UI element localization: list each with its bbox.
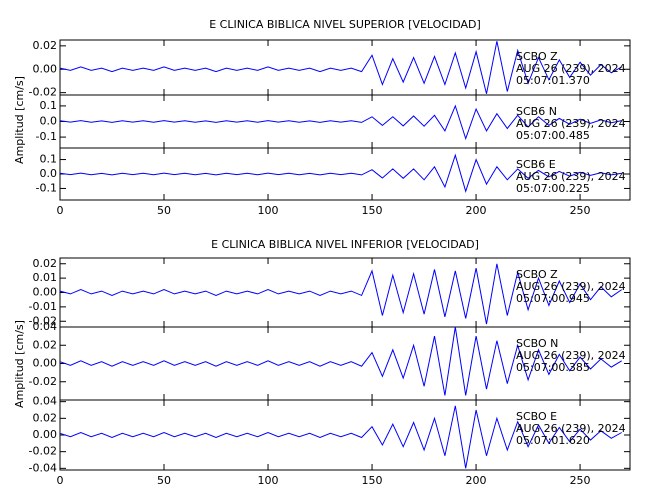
x-tick-label: 100: [258, 204, 279, 217]
trace-annotation: AUG 26 (239), 2024: [516, 280, 626, 293]
y-tick-label: -0.02: [29, 86, 57, 99]
trace-annotation: SCB6 N: [516, 105, 557, 118]
trace-annotation: SCBO N: [516, 337, 558, 350]
trace-annotation: 05:07:00.385: [516, 361, 590, 374]
y-tick-label: -0.1: [36, 181, 57, 194]
x-tick-label: 200: [466, 204, 487, 217]
y-tick-label: 0.02: [33, 39, 58, 52]
y-tick-label: 0.00: [33, 286, 58, 299]
y-tick-label: 0.01: [33, 271, 58, 284]
trace-annotation: AUG 26 (239), 2024: [516, 62, 626, 75]
y-tick-label: 0.00: [33, 357, 58, 370]
y-tick-label: -0.04: [29, 461, 57, 474]
trace-annotation: 05:07:01.370: [516, 74, 590, 87]
y-tick-label: 0.04: [33, 320, 58, 333]
chart-title: E CLINICA BIBLICA NIVEL INFERIOR [VELOCI…: [211, 238, 479, 251]
x-tick-label: 100: [258, 474, 279, 487]
waveform: [59, 104, 622, 141]
y-tick-label: -0.1: [36, 130, 57, 143]
trace-annotation: AUG 26 (239), 2024: [516, 349, 626, 362]
trace-annotation: AUG 26 (239), 2024: [516, 170, 626, 183]
x-tick-label: 250: [570, 204, 591, 217]
x-tick-label: 250: [570, 474, 591, 487]
waveform: [59, 263, 622, 325]
y-tick-label: 0.0: [40, 115, 58, 128]
y-tick-label: 0.0: [40, 167, 58, 180]
x-tick-label: 200: [466, 474, 487, 487]
x-tick-label: 0: [57, 474, 64, 487]
y-tick-label: 0.02: [33, 411, 58, 424]
x-tick-label: 150: [362, 204, 383, 217]
waveform: [59, 153, 622, 193]
y-tick-label: 0.02: [33, 338, 58, 351]
y-tick-label: 0.1: [40, 153, 58, 166]
y-tick-label: 0.00: [33, 62, 58, 75]
trace-annotation: SCB6 E: [516, 158, 556, 171]
trace-annotation: SCBO Z: [516, 50, 558, 63]
x-tick-label: 50: [157, 204, 171, 217]
x-tick-label: 50: [157, 474, 171, 487]
y-tick-label: -0.02: [29, 375, 57, 388]
trace-annotation: 05:07:00.225: [516, 182, 590, 195]
trace-annotation: 05:07:00.485: [516, 129, 590, 142]
chart-title: E CLINICA BIBLICA NIVEL SUPERIOR [VELOCI…: [209, 18, 481, 31]
y-axis-label: Amplitud [cm/s]: [13, 320, 26, 408]
waveform: [59, 405, 622, 469]
trace-annotation: AUG 26 (239), 2024: [516, 422, 626, 435]
trace-annotation: SCBO E: [516, 410, 557, 423]
y-tick-label: 0.00: [33, 428, 58, 441]
waveform: [59, 326, 622, 396]
x-tick-label: 0: [57, 204, 64, 217]
trace-annotation: 05:07:01.620: [516, 434, 590, 447]
y-tick-label: -0.01: [29, 300, 57, 313]
y-tick-label: 0.1: [40, 99, 58, 112]
y-tick-label: 0.04: [33, 395, 58, 408]
trace-annotation: 05:07:00.945: [516, 292, 590, 305]
trace-annotation: AUG 26 (239), 2024: [516, 117, 626, 130]
trace-annotation: SCBO Z: [516, 268, 558, 281]
x-tick-label: 150: [362, 474, 383, 487]
y-tick-label: -0.02: [29, 314, 57, 327]
y-tick-label: -0.02: [29, 445, 57, 458]
y-axis-label: Amplitud [cm/s]: [13, 76, 26, 164]
y-tick-label: 0.02: [33, 257, 58, 270]
waveform: [59, 41, 622, 94]
